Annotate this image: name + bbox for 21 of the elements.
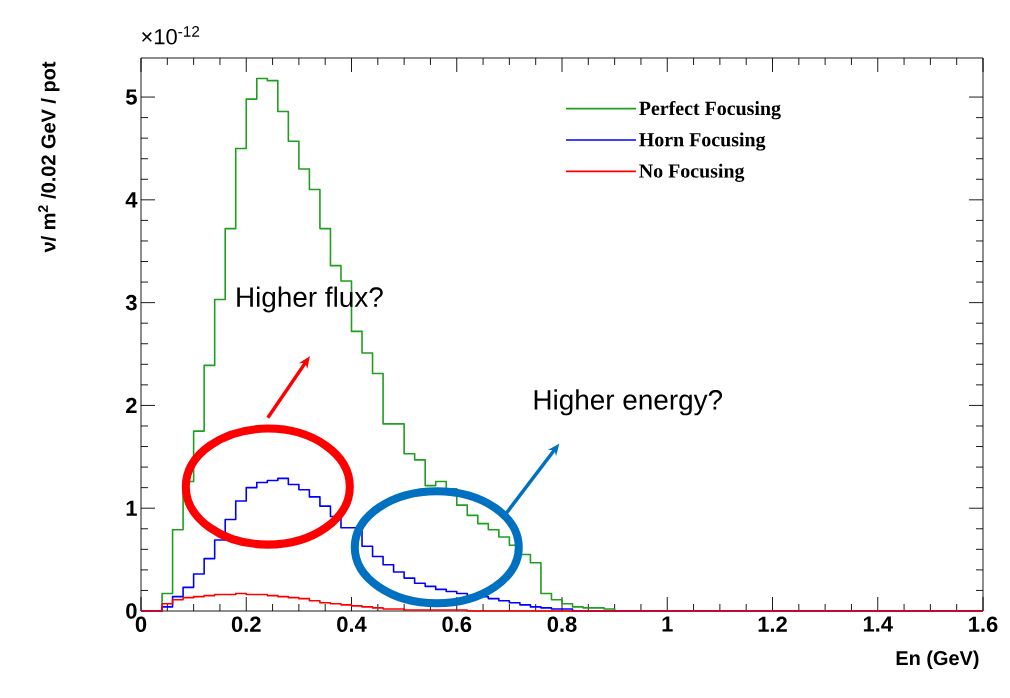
x-tick-label: 0.8	[547, 616, 577, 633]
y-tick-label: 2	[126, 397, 137, 414]
legend-label: Perfect Focusing	[639, 100, 781, 120]
x-tick-label: 0.4	[337, 616, 367, 633]
y-tick-label: 1	[126, 500, 137, 516]
x-tick-label: 1.4	[863, 616, 893, 632]
text: ×10$^{-12}$	[142, 26, 200, 45]
y-tick-label: 0	[126, 603, 137, 619]
y-tick-label: 4	[125, 192, 138, 208]
annotation: Higher energy?	[534, 389, 723, 416]
x-tick-label: 1.2	[758, 616, 787, 632]
x-tick-label: 1.6	[969, 616, 998, 633]
legend-label: No Focusing	[639, 163, 745, 182]
y-axis-title: ν/ m$^{2}$ /0.02 GeV / pot	[38, 61, 60, 253]
x-axis-title: En (GeV)	[896, 650, 979, 670]
x-tick-label: 0.2	[231, 616, 261, 633]
y-tick-label: 3	[125, 294, 137, 311]
x-tick-label: 0.6	[442, 616, 472, 633]
y-tick-label: 5	[125, 89, 137, 105]
x-tick-label: 1	[662, 616, 673, 632]
legend-label: Horn Focusing	[639, 132, 766, 151]
